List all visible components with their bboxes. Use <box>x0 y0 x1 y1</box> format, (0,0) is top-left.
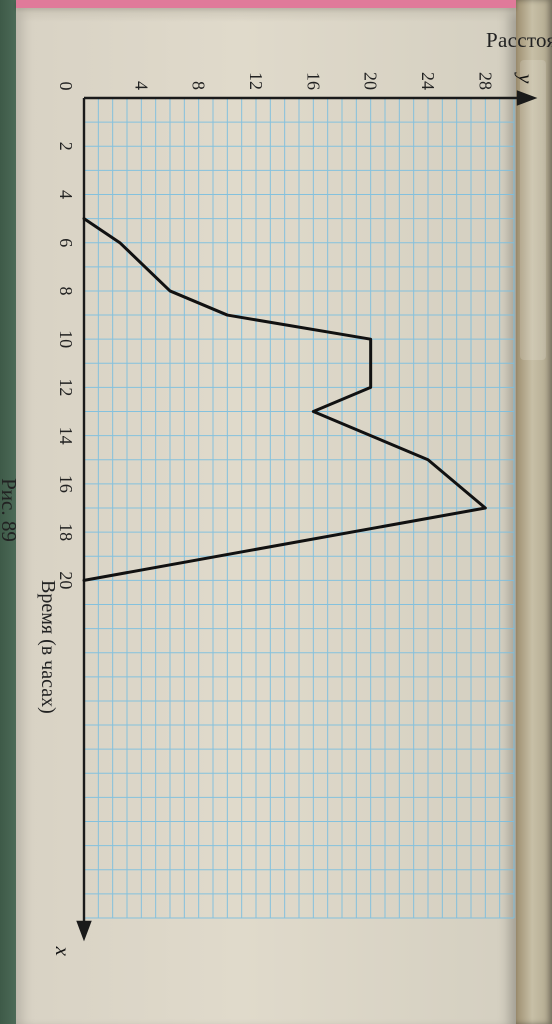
pink-header-bar <box>16 0 516 8</box>
svg-text:4: 4 <box>56 190 76 199</box>
svg-text:8: 8 <box>189 81 209 90</box>
svg-text:16: 16 <box>56 475 76 493</box>
y-tick-labels: 4 8 12 16 20 24 28 <box>131 72 495 90</box>
origin-label: 0 <box>56 82 76 91</box>
figure-caption: Рис. 89 <box>0 478 21 542</box>
chart-container: Расстояние (в километрах) Время (в часах… <box>40 50 524 970</box>
svg-text:14: 14 <box>56 427 76 445</box>
svg-text:2: 2 <box>56 142 76 151</box>
svg-text:28: 28 <box>475 72 495 90</box>
svg-text:18: 18 <box>56 523 76 541</box>
svg-text:12: 12 <box>56 378 76 396</box>
svg-text:8: 8 <box>56 286 76 295</box>
svg-text:6: 6 <box>56 238 76 247</box>
svg-text:10: 10 <box>56 330 76 348</box>
book-page: Расстояние (в километрах) Время (в часах… <box>16 0 516 1024</box>
x-tick-labels: 2 4 6 8 10 12 14 16 18 20 <box>56 142 76 590</box>
grid <box>84 98 514 918</box>
header-shadow <box>16 8 516 22</box>
svg-text:12: 12 <box>246 72 266 90</box>
svg-text:4: 4 <box>131 81 151 90</box>
line-chart: 24681012141618200481216202428 <box>40 50 524 970</box>
svg-text:20: 20 <box>56 571 76 589</box>
svg-text:20: 20 <box>361 72 381 90</box>
svg-text:16: 16 <box>303 72 323 90</box>
svg-text:24: 24 <box>418 72 438 90</box>
